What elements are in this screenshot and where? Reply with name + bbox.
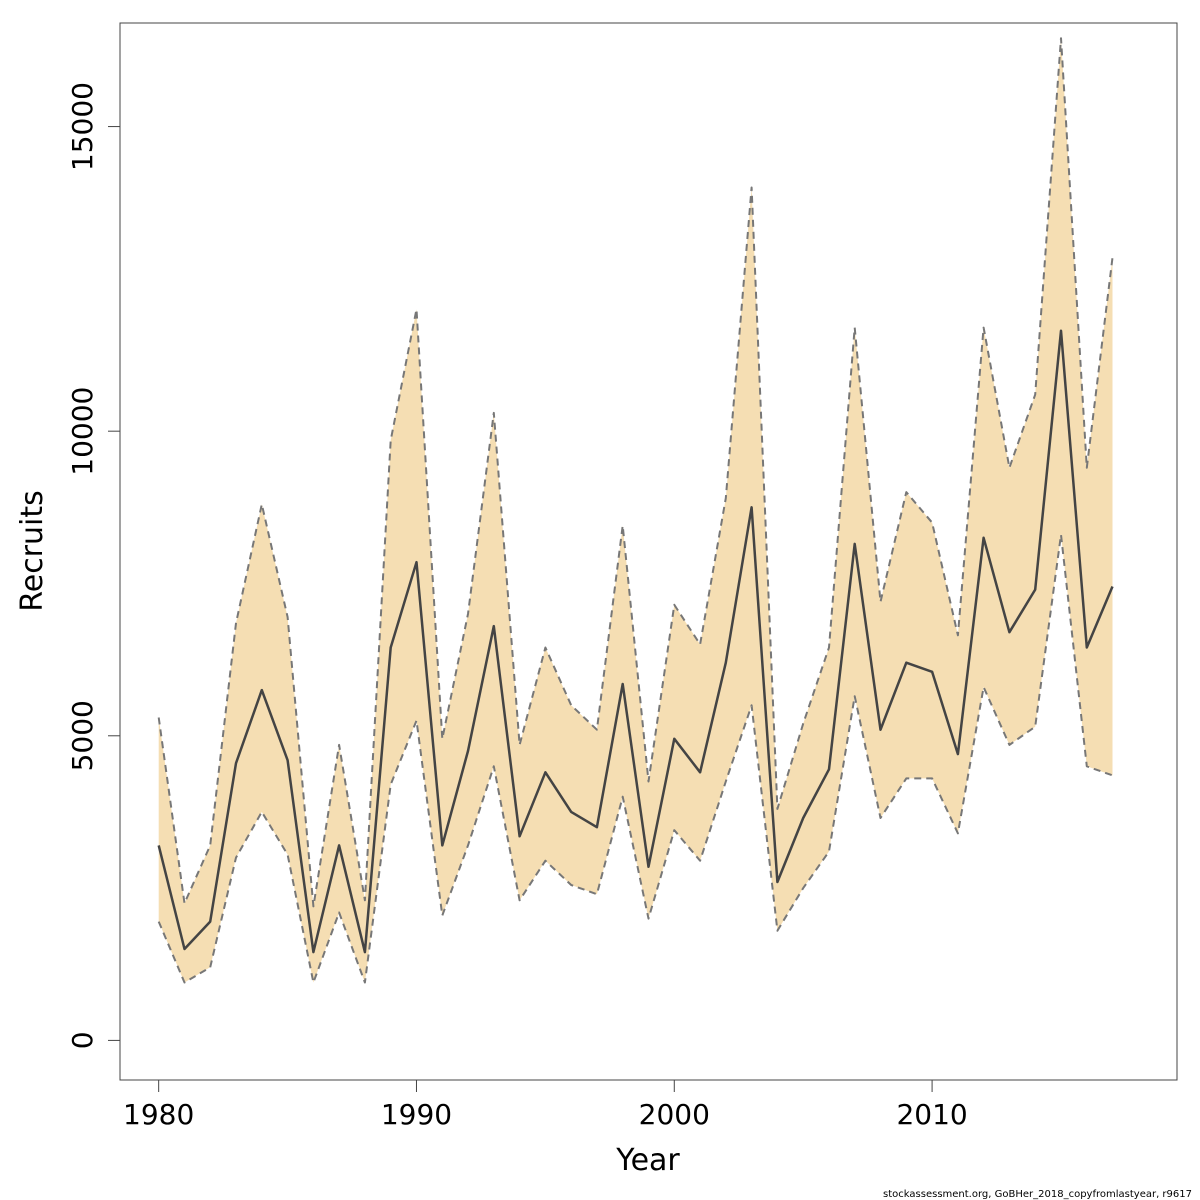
y-tick-label: 15000 [66,82,99,171]
y-tick-label: 0 [66,1031,99,1049]
estimate-line [157,329,1114,954]
x-tick-label: 1980 [123,1098,194,1131]
upper-bound-line [157,37,1114,908]
x-tick-label: 2000 [639,1098,710,1131]
x-axis-title: Year [615,1143,680,1178]
y-tick-label: 5000 [66,700,99,771]
confidence-band [158,38,1113,983]
plot-area [157,37,1114,984]
lower-bound-line [157,533,1113,984]
x-tick-label: 1990 [381,1098,452,1131]
y-axis-title: Recruits [15,490,50,612]
plot-frame [119,22,1178,1081]
footer-note: stockassessment.org, GoBHer_2018_copyfro… [883,1189,1192,1200]
x-tick-label: 2010 [896,1098,967,1131]
y-tick-label: 10000 [66,387,99,476]
